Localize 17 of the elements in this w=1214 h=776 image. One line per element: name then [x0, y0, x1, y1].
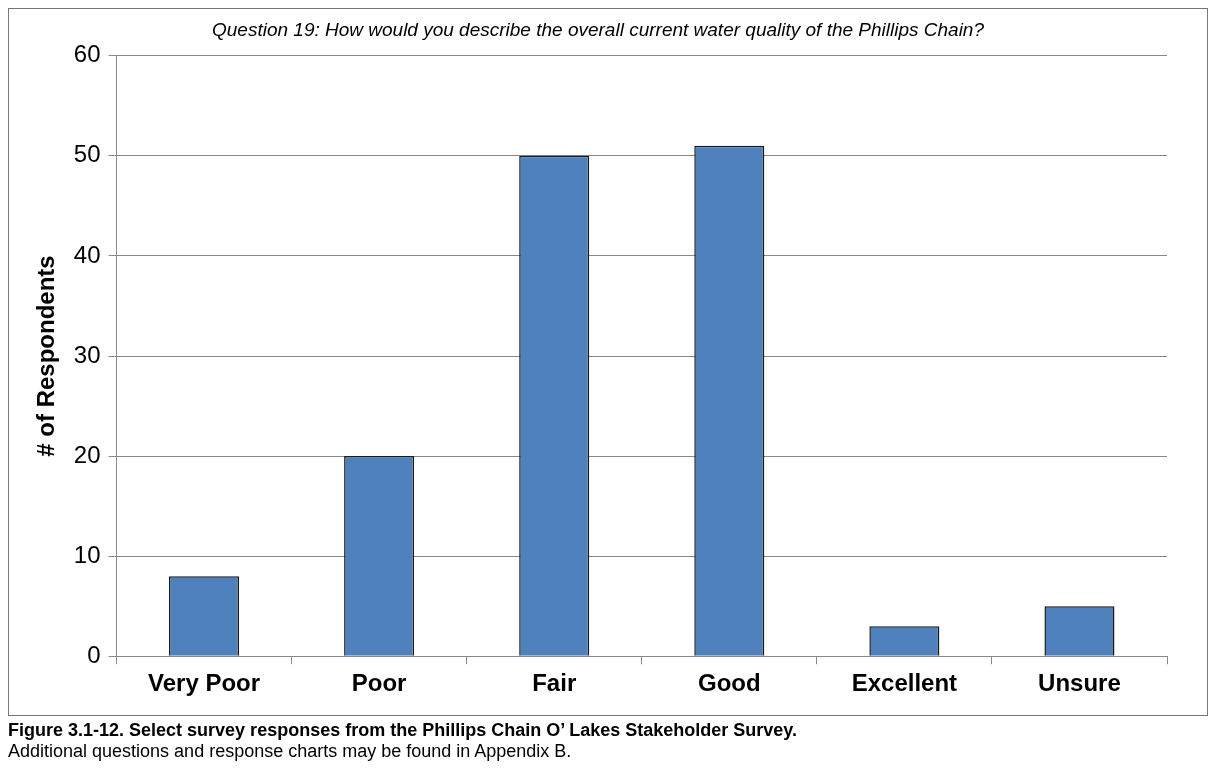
- y-axis-title: # of Respondents: [32, 255, 60, 457]
- y-tick-label: 50: [73, 140, 101, 168]
- y-tick-label: 60: [73, 40, 101, 68]
- y-tick-label: 30: [73, 340, 101, 368]
- chart-title: Question 19: How would you describe the overall current water quality of the Phillips Chain?: [211, 18, 985, 40]
- y-tick-label: 10: [73, 540, 101, 568]
- y-tick-label: 0: [87, 640, 101, 668]
- x-tick-label: Unsure: [1038, 669, 1121, 697]
- caption: Figure 3.1-12. Select survey responses from the Phillips Chain O’ Lakes Stakeholder Survey.: [8, 720, 798, 741]
- y-tick-label: 40: [73, 240, 101, 268]
- x-tick-label: Very Poor: [148, 669, 261, 697]
- x-tick-label: Excellent: [851, 669, 958, 697]
- text: Additional questions and response charts may be found in Appendix B.: [8, 741, 573, 762]
- x-tick-label: Fair: [532, 669, 577, 697]
- x-tick-label: Good: [697, 669, 761, 697]
- x-tick-label: Poor: [351, 669, 407, 697]
- y-tick-label: 20: [73, 440, 101, 468]
